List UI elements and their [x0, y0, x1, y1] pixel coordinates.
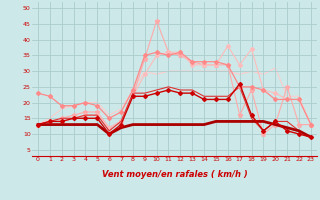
- X-axis label: Vent moyen/en rafales ( km/h ): Vent moyen/en rafales ( km/h ): [101, 170, 247, 179]
